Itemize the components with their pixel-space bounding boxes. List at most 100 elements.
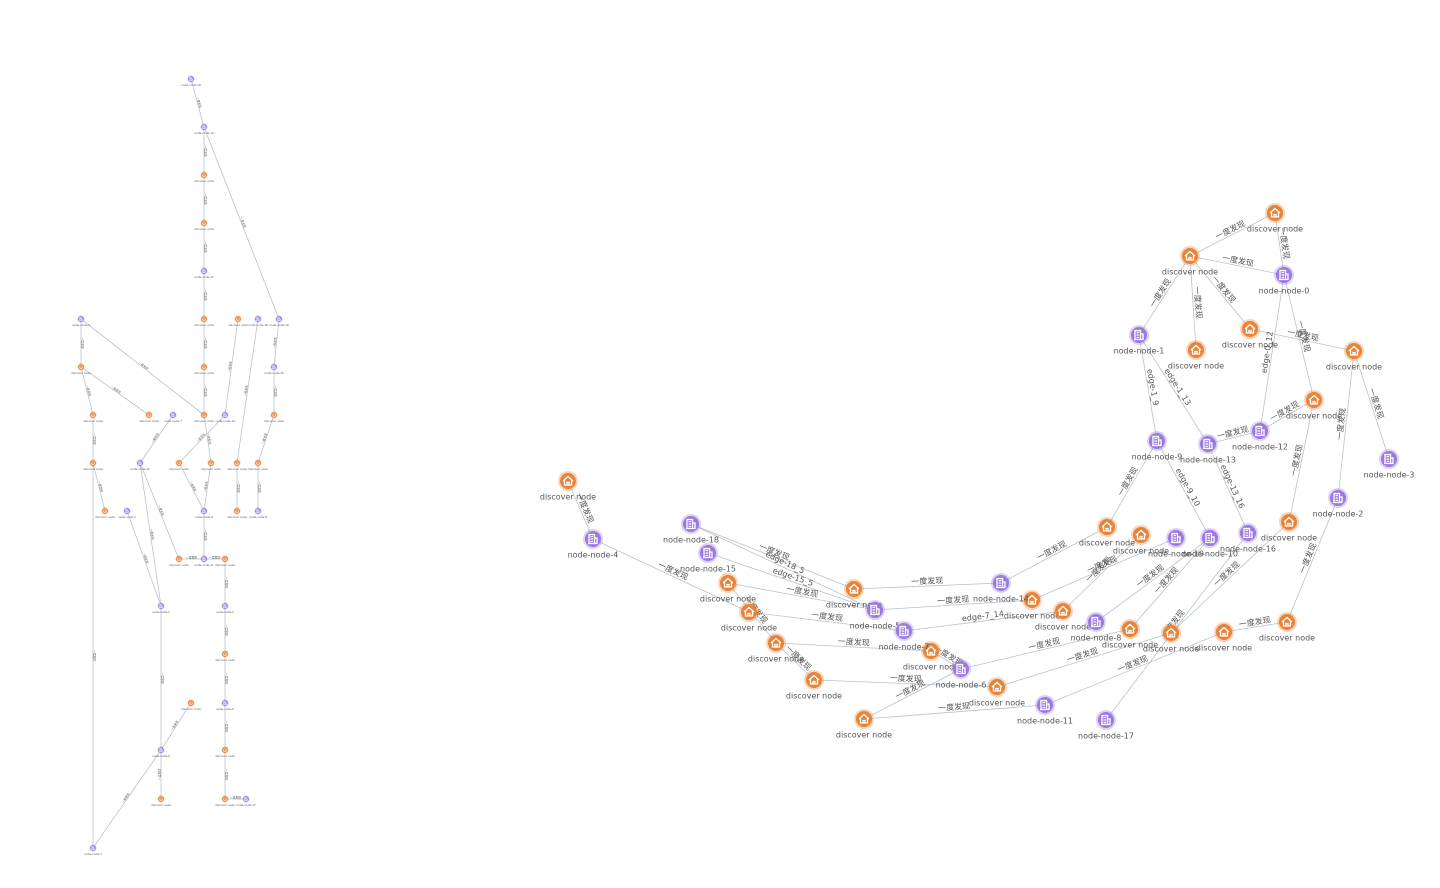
edge [273,318,280,368]
node-label: discover node [1222,341,1278,350]
node-icon [189,77,193,81]
node-icon [223,557,227,561]
node-label: node-node-3 [1364,471,1415,480]
building-icon [588,533,598,545]
edge [996,632,1172,688]
node-label: node-node-7 [879,643,930,652]
edges [567,212,1390,721]
node-label: discover node [83,419,103,423]
house-icon [189,701,193,705]
node-circle [255,460,261,466]
node [1200,528,1220,548]
node-icon [1135,529,1147,540]
node-icon [235,461,239,465]
node [854,709,874,729]
node [187,75,195,83]
node [583,529,603,549]
node [1022,590,1042,610]
edge [1288,399,1315,523]
house-icon [858,713,870,724]
node-circle [1133,527,1149,543]
node-circle [234,508,240,514]
edge-label: 一度发现 [261,432,268,444]
node-circle [222,651,228,657]
node [718,573,738,593]
house-icon [1269,207,1281,218]
node [1131,525,1151,545]
node-label: node-node-5 [850,622,901,631]
graph: 一度发现一度发现一度发现一度发现一度发现一度发现一度发现一度发现一度发现一度发现… [71,75,289,856]
node-label: node-node-12 [130,467,150,471]
house-icon [1190,344,1202,355]
house-icon [1218,626,1230,637]
node-label: discover node [1286,412,1342,421]
node-icon [1203,438,1213,450]
node [766,633,786,653]
house-icon [236,317,240,321]
node [221,555,229,563]
node-icon [91,846,95,850]
house-icon [223,748,227,752]
node-circle [806,672,822,688]
node-icon [202,413,206,417]
node-circle [78,364,84,370]
node-icon [189,701,193,705]
building-icon [899,625,909,637]
node-label: node-node-16 [1220,545,1276,554]
edge-label: 一度发现 [1192,286,1204,319]
node [157,795,165,803]
node-icon [996,577,1006,589]
node [207,459,215,467]
node-label: node-node-3 [84,852,102,856]
edge [1283,274,1315,401]
edge-label: 一度发现 [274,385,278,396]
edge-label: 一度发现 [209,555,220,559]
node-icon [1283,516,1295,527]
node-circle [201,412,207,418]
edge-label: 一度发现 [225,673,229,684]
node-label: discover node [227,467,247,471]
node [254,459,262,467]
edge [160,702,192,751]
edge [80,366,94,416]
house-icon [103,509,107,513]
node [1344,341,1364,361]
edge-label: 一度发现 [110,385,122,395]
edge-label: 一度发现 [149,528,155,540]
node [77,315,85,323]
node [101,507,109,515]
node-label: node-node-0 [1259,287,1310,296]
building-icon [686,518,696,530]
building-icon [996,577,1006,589]
node-icon [1190,344,1202,355]
house-icon [925,645,937,656]
node [1166,528,1186,548]
edge [1138,334,1158,442]
edge-label: 一度发现 [1297,541,1318,574]
house-icon [1135,529,1147,540]
node [1180,246,1200,266]
edge-label: 一度发现 [225,721,229,732]
edge [775,642,815,681]
node-icon [235,509,239,513]
edge-label: 一度发现 [225,577,229,588]
node-circle [176,556,182,562]
node-label: discover node [721,624,777,633]
building-icon [125,509,129,513]
node-label: node-node-14 [194,131,214,135]
node-icon [79,317,83,321]
node-label: node-node-18 [663,536,719,545]
node-circle [201,172,207,178]
house-icon [1283,516,1295,527]
edge-label: 一度发现 [937,594,970,606]
node-circle [222,556,228,562]
edge [1259,274,1285,432]
edge [80,366,150,416]
node-icon [223,701,227,705]
building-icon [1091,616,1101,628]
node-icon [1348,345,1360,356]
node-icon [1152,435,1162,447]
edge-label: 一度发现 [204,385,208,396]
edge [1106,440,1158,528]
